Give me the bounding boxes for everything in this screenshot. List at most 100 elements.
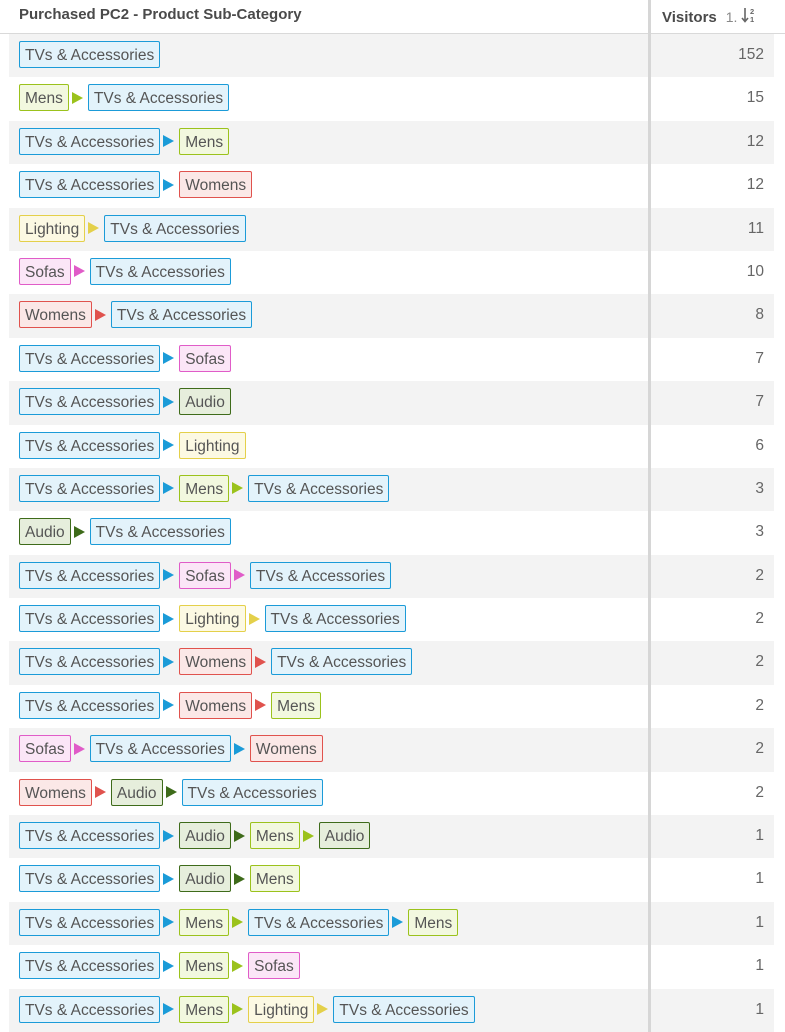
table-row[interactable]: TVs & Accessories Audio Mens 1 bbox=[0, 858, 785, 901]
table-row[interactable]: TVs & Accessories Lighting TVs & Accessori… bbox=[0, 598, 785, 641]
category-chip[interactable]: Mens bbox=[249, 822, 300, 850]
category-chip[interactable]: TVs & Accessories bbox=[19, 865, 161, 893]
category-chip[interactable]: Audio bbox=[110, 778, 163, 806]
category-chip[interactable]: Sofas bbox=[19, 257, 71, 285]
category-chip[interactable]: TVs & Accessories bbox=[19, 822, 161, 850]
table-row[interactable]: TVs & Accessories Audio 7 bbox=[0, 381, 785, 425]
category-chip[interactable]: TVs & Accessories bbox=[248, 908, 390, 936]
category-chip[interactable]: TVs & Accessories bbox=[19, 127, 161, 155]
category-chip[interactable]: TVs & Accessories bbox=[19, 995, 161, 1023]
table-row[interactable]: TVs & Accessories Mens 12 bbox=[0, 120, 785, 165]
category-chip[interactable]: TVs & Accessories bbox=[19, 388, 161, 416]
category-chip[interactable]: TVs & Accessories bbox=[19, 171, 161, 199]
table-row[interactable]: Mens TVs & Accessories 15 bbox=[0, 77, 785, 120]
category-chip[interactable]: TVs & Accessories bbox=[104, 214, 246, 242]
category-chip[interactable]: Audio bbox=[179, 822, 231, 850]
flow-arrow-icon bbox=[73, 742, 85, 755]
category-chip[interactable]: Lighting bbox=[179, 431, 246, 459]
category-chip[interactable]: Sofas bbox=[248, 952, 300, 980]
flow-arrow-icon bbox=[232, 1003, 244, 1016]
category-chip[interactable]: TVs & Accessories bbox=[249, 561, 392, 589]
table-row[interactable]: TVs & Accessories Womens 12 bbox=[0, 164, 785, 207]
category-chip[interactable]: Womens bbox=[179, 648, 253, 676]
table-row[interactable]: Womens TVs & Accessories 8 bbox=[0, 294, 785, 339]
table-row[interactable]: Womens Audio TVs & Accessories 2 bbox=[0, 772, 785, 815]
metric-header[interactable]: Visitors 1. 2 1 bbox=[662, 6, 758, 28]
category-chip[interactable]: Lighting bbox=[19, 214, 86, 242]
table-row[interactable]: Sofas TVs & Accessories Womens 2 bbox=[0, 728, 785, 773]
category-chip[interactable]: Mens bbox=[271, 691, 321, 719]
category-chip[interactable]: TVs & Accessories bbox=[19, 344, 161, 372]
category-chip[interactable]: TVs & Accessories bbox=[19, 561, 161, 589]
category-chip[interactable]: Mens bbox=[179, 474, 230, 502]
category-chip[interactable]: TVs & Accessories bbox=[333, 995, 475, 1023]
table-row[interactable]: TVs & Accessories Mens TVs & Accessories Me… bbox=[0, 901, 785, 946]
category-chip[interactable]: TVs & Accessories bbox=[19, 648, 161, 676]
category-chip[interactable]: TVs & Accessories bbox=[19, 605, 161, 633]
dimension-header[interactable]: Purchased PC2 - Product Sub-Category bbox=[19, 6, 302, 23]
category-chip[interactable]: Womens bbox=[179, 171, 253, 199]
table-row[interactable]: TVs & Accessories Lighting 6 bbox=[0, 425, 785, 468]
category-chip[interactable]: TVs & Accessories bbox=[248, 474, 390, 502]
category-chip[interactable]: TVs & Accessories bbox=[264, 605, 406, 633]
category-chip[interactable]: Womens bbox=[179, 691, 253, 719]
flow-path: TVs & Accessories Audio bbox=[19, 388, 231, 416]
category-chip[interactable]: Audio bbox=[179, 388, 231, 416]
category-chip[interactable]: Womens bbox=[19, 301, 92, 329]
table-row[interactable]: TVs & Accessories Sofas TVs & Accessories 2 bbox=[0, 554, 785, 599]
flow-arrow-icon bbox=[163, 1003, 175, 1016]
category-chip[interactable]: Audio bbox=[318, 822, 371, 850]
category-chip[interactable]: Audio bbox=[179, 865, 231, 893]
svg-text:1: 1 bbox=[750, 15, 754, 24]
category-chip[interactable]: Mens bbox=[179, 995, 230, 1023]
category-chip[interactable]: TVs & Accessories bbox=[181, 778, 323, 806]
category-chip[interactable]: TVs & Accessories bbox=[19, 952, 161, 980]
category-chip[interactable]: Lighting bbox=[248, 995, 315, 1023]
column-divider[interactable] bbox=[648, 0, 651, 1032]
flow-path: Lighting TVs & Accessories bbox=[19, 214, 246, 242]
category-chip[interactable]: Mens bbox=[179, 127, 230, 155]
table-row[interactable]: TVs & Accessories Mens Sofas 1 bbox=[0, 945, 785, 988]
table-row[interactable]: TVs & Accessories Audio Mens Audio 1 bbox=[0, 815, 785, 859]
table-row[interactable]: TVs & Accessories Mens Lighting TVs & Acces… bbox=[0, 988, 785, 1032]
category-chip[interactable]: TVs & Accessories bbox=[89, 518, 231, 546]
category-chip[interactable]: Sofas bbox=[19, 735, 71, 763]
category-chip[interactable]: TVs & Accessories bbox=[87, 84, 230, 112]
table-row[interactable]: Lighting TVs & Accessories 11 bbox=[0, 207, 785, 252]
table-row[interactable]: TVs & Accessories Womens Mens 2 bbox=[0, 685, 785, 728]
category-chip[interactable]: Mens bbox=[179, 908, 230, 936]
table-row[interactable]: TVs & Accessories Womens TVs & Accessories… bbox=[0, 641, 785, 686]
category-chip[interactable]: Mens bbox=[19, 84, 69, 112]
category-chip[interactable]: TVs & Accessories bbox=[19, 908, 161, 936]
category-chip[interactable]: TVs & Accessories bbox=[19, 431, 161, 459]
sort-descending-icon[interactable]: 2 1 bbox=[740, 6, 758, 28]
flow-arrow-icon bbox=[165, 786, 177, 799]
table-row[interactable]: Sofas TVs & Accessories 10 bbox=[0, 251, 785, 294]
category-chip[interactable]: Sofas bbox=[179, 561, 231, 589]
flow-arrow-icon bbox=[232, 916, 244, 929]
flow-arrow-icon bbox=[71, 91, 83, 104]
category-chip[interactable]: Womens bbox=[19, 778, 92, 806]
category-chip[interactable]: TVs & Accessories bbox=[89, 735, 231, 763]
table-row[interactable]: TVs & Accessories Mens TVs & Accessories 3 bbox=[0, 467, 785, 512]
table-row[interactable]: TVs & Accessories 152 bbox=[0, 34, 785, 78]
category-chip[interactable]: TVs & Accessories bbox=[89, 257, 231, 285]
category-chip[interactable]: TVs & Accessories bbox=[110, 301, 253, 329]
table-row[interactable]: Audio TVs & Accessories 3 bbox=[0, 511, 785, 554]
visitors-count: 2 bbox=[755, 610, 764, 628]
category-chip[interactable]: Lighting bbox=[179, 605, 246, 633]
category-chip[interactable]: TVs & Accessories bbox=[19, 691, 161, 719]
category-chip[interactable]: Womens bbox=[249, 735, 323, 763]
visitors-count: 2 bbox=[755, 566, 764, 584]
category-chip[interactable]: Audio bbox=[19, 518, 71, 546]
flow-arrow-icon bbox=[163, 135, 175, 148]
category-chip[interactable]: Mens bbox=[179, 952, 230, 980]
table-row[interactable]: TVs & Accessories Sofas 7 bbox=[0, 338, 785, 381]
category-chip[interactable]: Mens bbox=[408, 908, 459, 936]
category-chip[interactable]: TVs & Accessories bbox=[271, 648, 413, 676]
flow-path: TVs & Accessories Womens TVs & Accessories bbox=[19, 648, 413, 676]
category-chip[interactable]: TVs & Accessories bbox=[19, 41, 161, 68]
category-chip[interactable]: Sofas bbox=[179, 344, 231, 372]
category-chip[interactable]: TVs & Accessories bbox=[19, 474, 161, 502]
category-chip[interactable]: Mens bbox=[249, 865, 300, 893]
